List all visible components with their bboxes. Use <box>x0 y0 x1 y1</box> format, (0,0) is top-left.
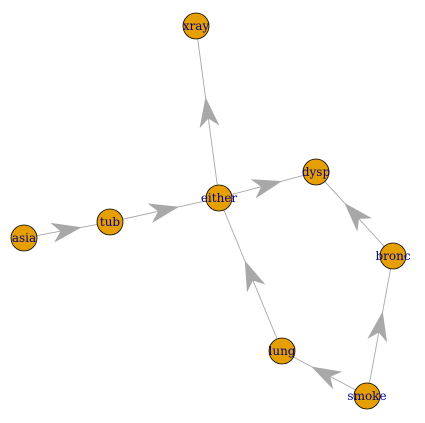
edge-tub-either <box>122 200 207 223</box>
node-label: either <box>201 191 238 205</box>
edge-bronc-dysp <box>324 181 385 247</box>
node-label: asia <box>12 231 36 245</box>
arrowhead <box>50 222 82 243</box>
arrowhead <box>311 366 343 390</box>
node-label: xray <box>183 19 210 33</box>
node-circle <box>182 12 210 40</box>
edge-lung-either <box>223 209 278 340</box>
arrowhead <box>344 202 372 232</box>
node-label: smoke <box>347 389 386 403</box>
node-lung: lung <box>268 337 296 365</box>
node-either: either <box>201 184 238 212</box>
node-circle <box>268 337 296 365</box>
node-circle <box>10 224 38 252</box>
node-dysp: dysp <box>302 158 331 186</box>
edge-smoke-lung <box>293 356 356 391</box>
node-asia: asia <box>10 224 38 252</box>
node-label: tub <box>100 215 121 229</box>
arrowhead <box>244 260 266 293</box>
arrowhead <box>250 179 282 199</box>
arrowhead <box>367 311 388 343</box>
edge-smoke-bronc <box>367 268 392 384</box>
node-circle <box>379 242 407 270</box>
node-label: dysp <box>302 165 331 179</box>
edge-either-xray <box>197 38 220 186</box>
arrowhead <box>147 203 180 223</box>
node-circle <box>205 184 233 212</box>
node-circle <box>96 208 124 236</box>
node-circle <box>353 382 381 410</box>
node-xray: xray <box>182 12 210 40</box>
node-circle <box>302 158 330 186</box>
edge-either-dysp <box>231 174 304 199</box>
nodes-layer: xray dysp either tub asia bronc lung smoke <box>10 12 411 410</box>
edges-layer <box>36 38 392 391</box>
arrowhead <box>199 97 220 129</box>
node-label: lung <box>269 344 296 358</box>
node-label: bronc <box>375 249 410 263</box>
node-smoke: smoke <box>347 382 387 410</box>
node-bronc: bronc <box>375 242 411 270</box>
node-tub: tub <box>96 208 124 236</box>
edge-asia-tub <box>36 222 98 243</box>
